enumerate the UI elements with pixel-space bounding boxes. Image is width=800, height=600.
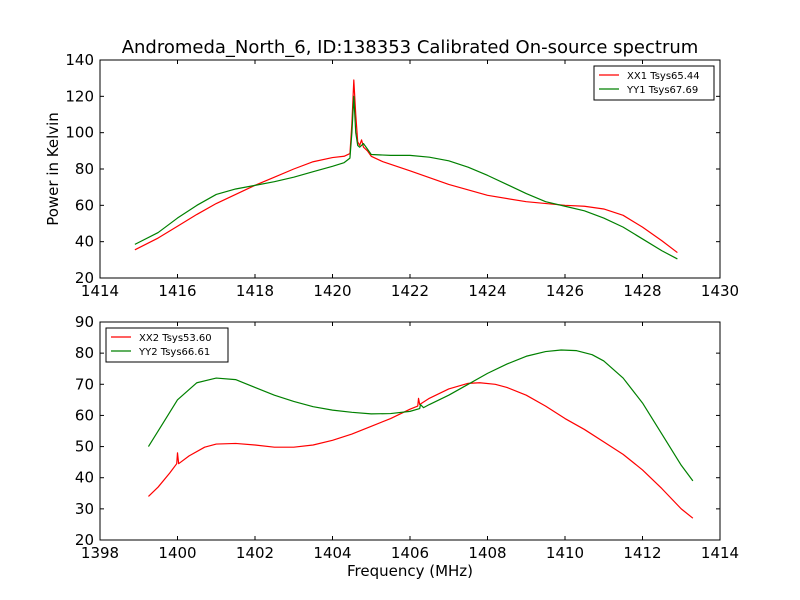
y-tick-label: 20 (75, 269, 94, 287)
y-tick-label: 70 (75, 375, 94, 393)
bottom-subplot: 1398 1400 1402 1404 1406 1408 1410 1412 1414 20 30… (75, 313, 739, 562)
x-tick-label: 1414 (701, 544, 739, 562)
x-tick-label: 1418 (236, 282, 274, 300)
x-tick-label: 1400 (158, 544, 196, 562)
y-tick-label: 20 (75, 531, 94, 549)
y-tick-label: 40 (75, 233, 94, 251)
y-tick-label: 100 (65, 124, 94, 142)
y-tick-label: 60 (75, 196, 94, 214)
y-tick-label: 140 (65, 51, 94, 69)
x-tick-label: 1402 (236, 544, 274, 562)
x-tick-label: 1426 (546, 282, 584, 300)
y-axis-label: Power in Kelvin (44, 112, 62, 226)
y-tick-label: 30 (75, 500, 94, 518)
x-tick-label: 1406 (391, 544, 429, 562)
x-tick-label: 1414 (81, 282, 119, 300)
legend-entry: YY1 Tsys67.69 (626, 85, 698, 96)
legend-box (105, 327, 229, 363)
x-tick-label: 1398 (81, 544, 119, 562)
x-tick-label: 1408 (468, 544, 506, 562)
y-tick-label: 50 (75, 438, 94, 456)
chart-title: Andromeda_North_6, ID:138353 Calibrated … (122, 37, 699, 58)
legend-box (593, 65, 715, 101)
y-tick-label: 60 (75, 406, 94, 424)
y-tick-label: 120 (65, 87, 94, 105)
x-tick-label: 1422 (391, 282, 429, 300)
x-tick-label: 1428 (623, 282, 661, 300)
legend-entry: XX2 Tsys53.60 (139, 333, 212, 344)
legend-entry: XX1 Tsys65.44 (627, 71, 700, 82)
x-tick-label: 1420 (313, 282, 351, 300)
x-tick-label: 1424 (468, 282, 506, 300)
series-line-1 (148, 382, 694, 519)
x-axis-label: Frequency (MHz) (347, 562, 473, 580)
x-tick-label: 1416 (158, 282, 196, 300)
x-tick-label: 1412 (623, 544, 661, 562)
x-tick-label: 1430 (701, 282, 739, 300)
top-subplot: 1414 1416 1418 1420 1422 1424 1426 1428 1430 20 40… (65, 51, 739, 300)
x-tick-label: 1410 (546, 544, 584, 562)
series-line-2 (147, 349, 694, 482)
y-tick-label: 80 (75, 344, 94, 362)
y-tick-label: 90 (75, 313, 94, 331)
legend-entry: YY2 Tsys66.61 (138, 347, 210, 358)
x-tick-label: 1404 (313, 544, 351, 562)
series-line-1 (134, 79, 678, 254)
y-tick-label: 40 (75, 469, 94, 487)
y-tick-label: 80 (75, 160, 94, 178)
series-line-2 (134, 95, 678, 260)
